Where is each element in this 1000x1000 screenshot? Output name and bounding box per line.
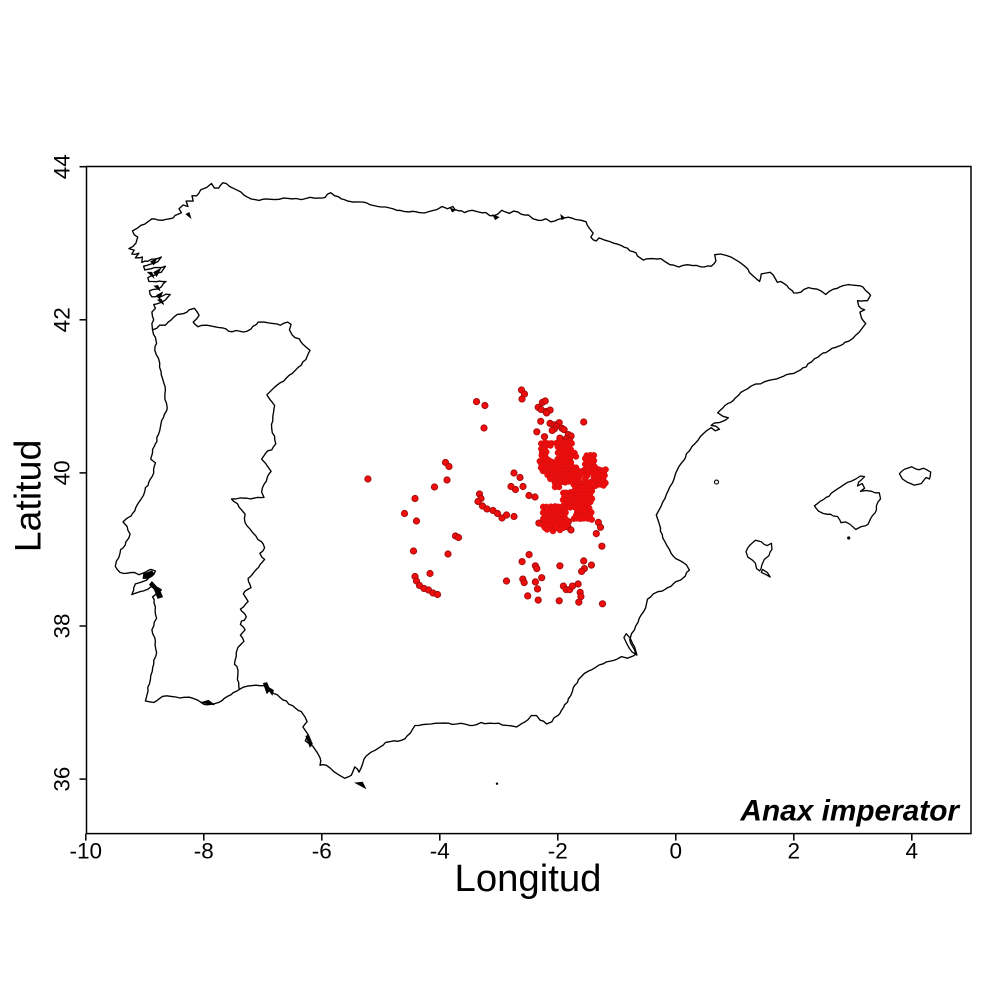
svg-text:4: 4: [906, 839, 919, 864]
svg-text:40: 40: [50, 460, 75, 485]
svg-text:-8: -8: [194, 839, 214, 864]
svg-text:36: 36: [50, 767, 75, 792]
svg-text:0: 0: [670, 839, 683, 864]
svg-text:44: 44: [50, 154, 75, 179]
svg-text:Latitud: Latitud: [7, 440, 49, 553]
svg-text:-6: -6: [312, 839, 332, 864]
svg-text:38: 38: [50, 613, 75, 638]
svg-text:-4: -4: [430, 839, 450, 864]
svg-text:2: 2: [788, 839, 801, 864]
svg-text:42: 42: [50, 307, 75, 332]
svg-text:Longitud: Longitud: [455, 857, 602, 900]
svg-text:-2: -2: [548, 839, 568, 864]
svg-text:-10: -10: [70, 839, 103, 864]
svg-text:Anax imperator: Anax imperator: [739, 794, 960, 827]
